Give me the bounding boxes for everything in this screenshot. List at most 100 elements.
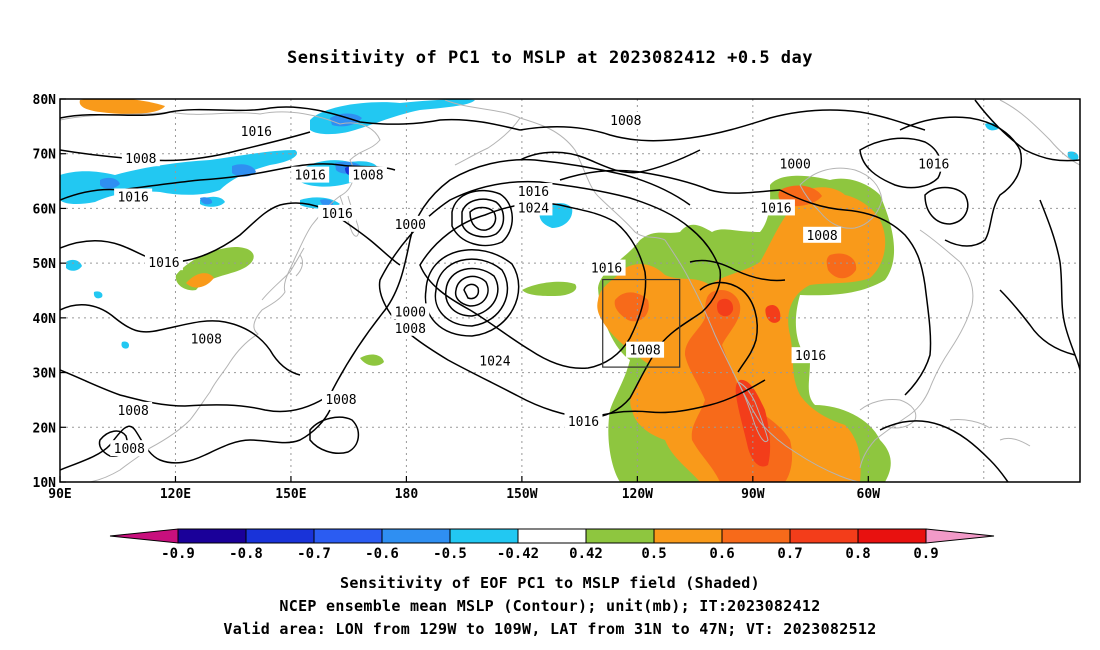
lon-tick-label: 90W	[741, 487, 765, 502]
contour-label-bg	[391, 303, 430, 320]
colorbar-label: 0.6	[709, 546, 734, 562]
contour-1008-greenland	[899, 116, 1022, 247]
contour-atlantic-high	[1039, 199, 1080, 371]
lat-tick-label: 40N	[33, 312, 57, 327]
colorbar-label: -0.6	[365, 546, 399, 562]
contour-label-bg	[514, 183, 553, 200]
contour-label-bg	[114, 401, 153, 418]
colorbar-segment	[721, 528, 791, 544]
contour-label-bg	[914, 155, 953, 172]
colorbar-label: 0.9	[913, 546, 938, 562]
lat-tick-label: 10N	[33, 476, 57, 491]
contour-label-bg	[110, 440, 149, 457]
colorbar-label: -0.5	[433, 546, 467, 562]
lon-tick-label: 120W	[622, 487, 653, 502]
contour-label-bg	[606, 111, 645, 128]
colorbar: -0.9 -0.8 -0.7 -0.6 -0.5 -0.42 0.42 0.5 0.6 0.7 0.…	[109, 528, 995, 562]
contour-label-bg	[791, 347, 830, 364]
colorbar-segment	[449, 528, 519, 544]
contour-label-bg	[121, 150, 160, 167]
colorbar-segment	[381, 528, 451, 544]
contour-label: 1008	[352, 169, 383, 184]
contour-labels: 1016101610081016101610161008100010161024…	[110, 111, 953, 457]
coastline-north-america-west	[664, 239, 861, 482]
contour-label-bg	[587, 259, 626, 276]
contour-1016-east	[779, 189, 932, 396]
sensitivity-shading	[60, 99, 1079, 482]
colorbar-label: -0.42	[497, 546, 539, 562]
contour-label: 1008	[610, 114, 641, 129]
contour-label: 1008	[114, 442, 145, 457]
contour-1008-bering	[519, 149, 701, 174]
colorbar-label: -0.8	[229, 546, 263, 562]
colorbar-segment	[857, 528, 927, 544]
colorbar-segment	[789, 528, 859, 544]
lat-tick-label: 30N	[33, 367, 57, 382]
contour-label-bg	[626, 341, 665, 358]
colorbar-segment	[177, 528, 247, 544]
lat-tick-label: 60N	[33, 202, 57, 217]
contour-1008-siberia	[60, 131, 311, 162]
coastline-gulf	[859, 399, 917, 429]
lon-tick-label: 120E	[160, 487, 191, 502]
contour-label: 1016	[568, 415, 599, 430]
colorbar-label: -0.7	[297, 546, 331, 562]
contour-label: 1016	[795, 349, 826, 364]
colorbar-label: 0.5	[641, 546, 666, 562]
contour-label-bg	[114, 188, 153, 205]
contour-tropics-east	[879, 420, 1009, 482]
colorbar-label: 0.42	[569, 546, 603, 562]
caption-shading: Sensitivity of EOF PC1 to MSLP field (Sh…	[340, 574, 760, 592]
lon-tick-label: 150E	[275, 487, 306, 502]
coastline-asia	[60, 111, 381, 482]
contour-label: 1000	[780, 158, 811, 173]
colorbar-low-end	[109, 528, 179, 544]
contour-label-bg	[291, 166, 330, 183]
caption-contour: NCEP ensemble mean MSLP (Contour); unit(…	[279, 597, 821, 615]
contour-label: 1008	[325, 393, 356, 408]
colorbar-segment	[517, 528, 587, 544]
map-title: Sensitivity of PC1 to MSLP at 2023082412…	[286, 48, 813, 68]
contour-label: 1000	[395, 218, 426, 233]
positive-region-red	[716, 298, 781, 467]
contour-label: 1000	[395, 305, 426, 320]
contour-label: 1008	[117, 404, 148, 419]
mslp-contours	[60, 99, 1080, 482]
coastline-north-america-east	[859, 229, 974, 469]
positive-region-green	[360, 354, 384, 366]
contour-label: 1008	[191, 333, 222, 348]
lat-tick-label: 50N	[33, 257, 57, 272]
lat-tick-label: 20N	[33, 421, 57, 436]
contour-1008-asia-low	[60, 303, 301, 376]
contour-label-bg	[237, 122, 276, 139]
lon-tick-label: 180	[395, 487, 419, 502]
contour-label: 1016	[148, 256, 179, 271]
positive-region-dark-orange	[614, 185, 857, 482]
colorbar-segment	[245, 528, 315, 544]
contour-1008-pacific-outer	[329, 158, 691, 396]
lat-tick-label: 70N	[33, 148, 57, 163]
caption-valid-area: Valid area: LON from 129W to 109W, LAT f…	[223, 620, 877, 638]
contour-label: 1024	[479, 355, 510, 370]
contour-label-bg	[514, 199, 553, 216]
contour-1016-arctic	[60, 106, 521, 131]
colorbar-segment	[653, 528, 723, 544]
contour-label: 1016	[760, 201, 791, 216]
contour-1000-labrador	[924, 186, 969, 225]
lon-tick-label: 150W	[506, 487, 537, 502]
contour-label-bg	[803, 226, 842, 243]
map-axes: 90E 120E 150E 180 150W 120W 90W 60W 80N 70N 60N 50N…	[33, 93, 881, 502]
positive-region-orange	[597, 187, 886, 482]
coastline-hudson	[799, 167, 883, 229]
colorbar-label: -0.9	[161, 546, 195, 562]
contour-low-center-2	[424, 249, 520, 337]
colorbar-label: 0.8	[845, 546, 870, 562]
positive-region-orange	[79, 99, 165, 114]
coastline-caribbean	[949, 419, 1031, 447]
colorbar-label: 0.7	[777, 546, 802, 562]
contour-label: 1016	[591, 262, 622, 277]
contour-1016-sw-us	[689, 259, 786, 282]
map-frame	[59, 98, 1081, 483]
contour-label-bg	[187, 330, 226, 347]
